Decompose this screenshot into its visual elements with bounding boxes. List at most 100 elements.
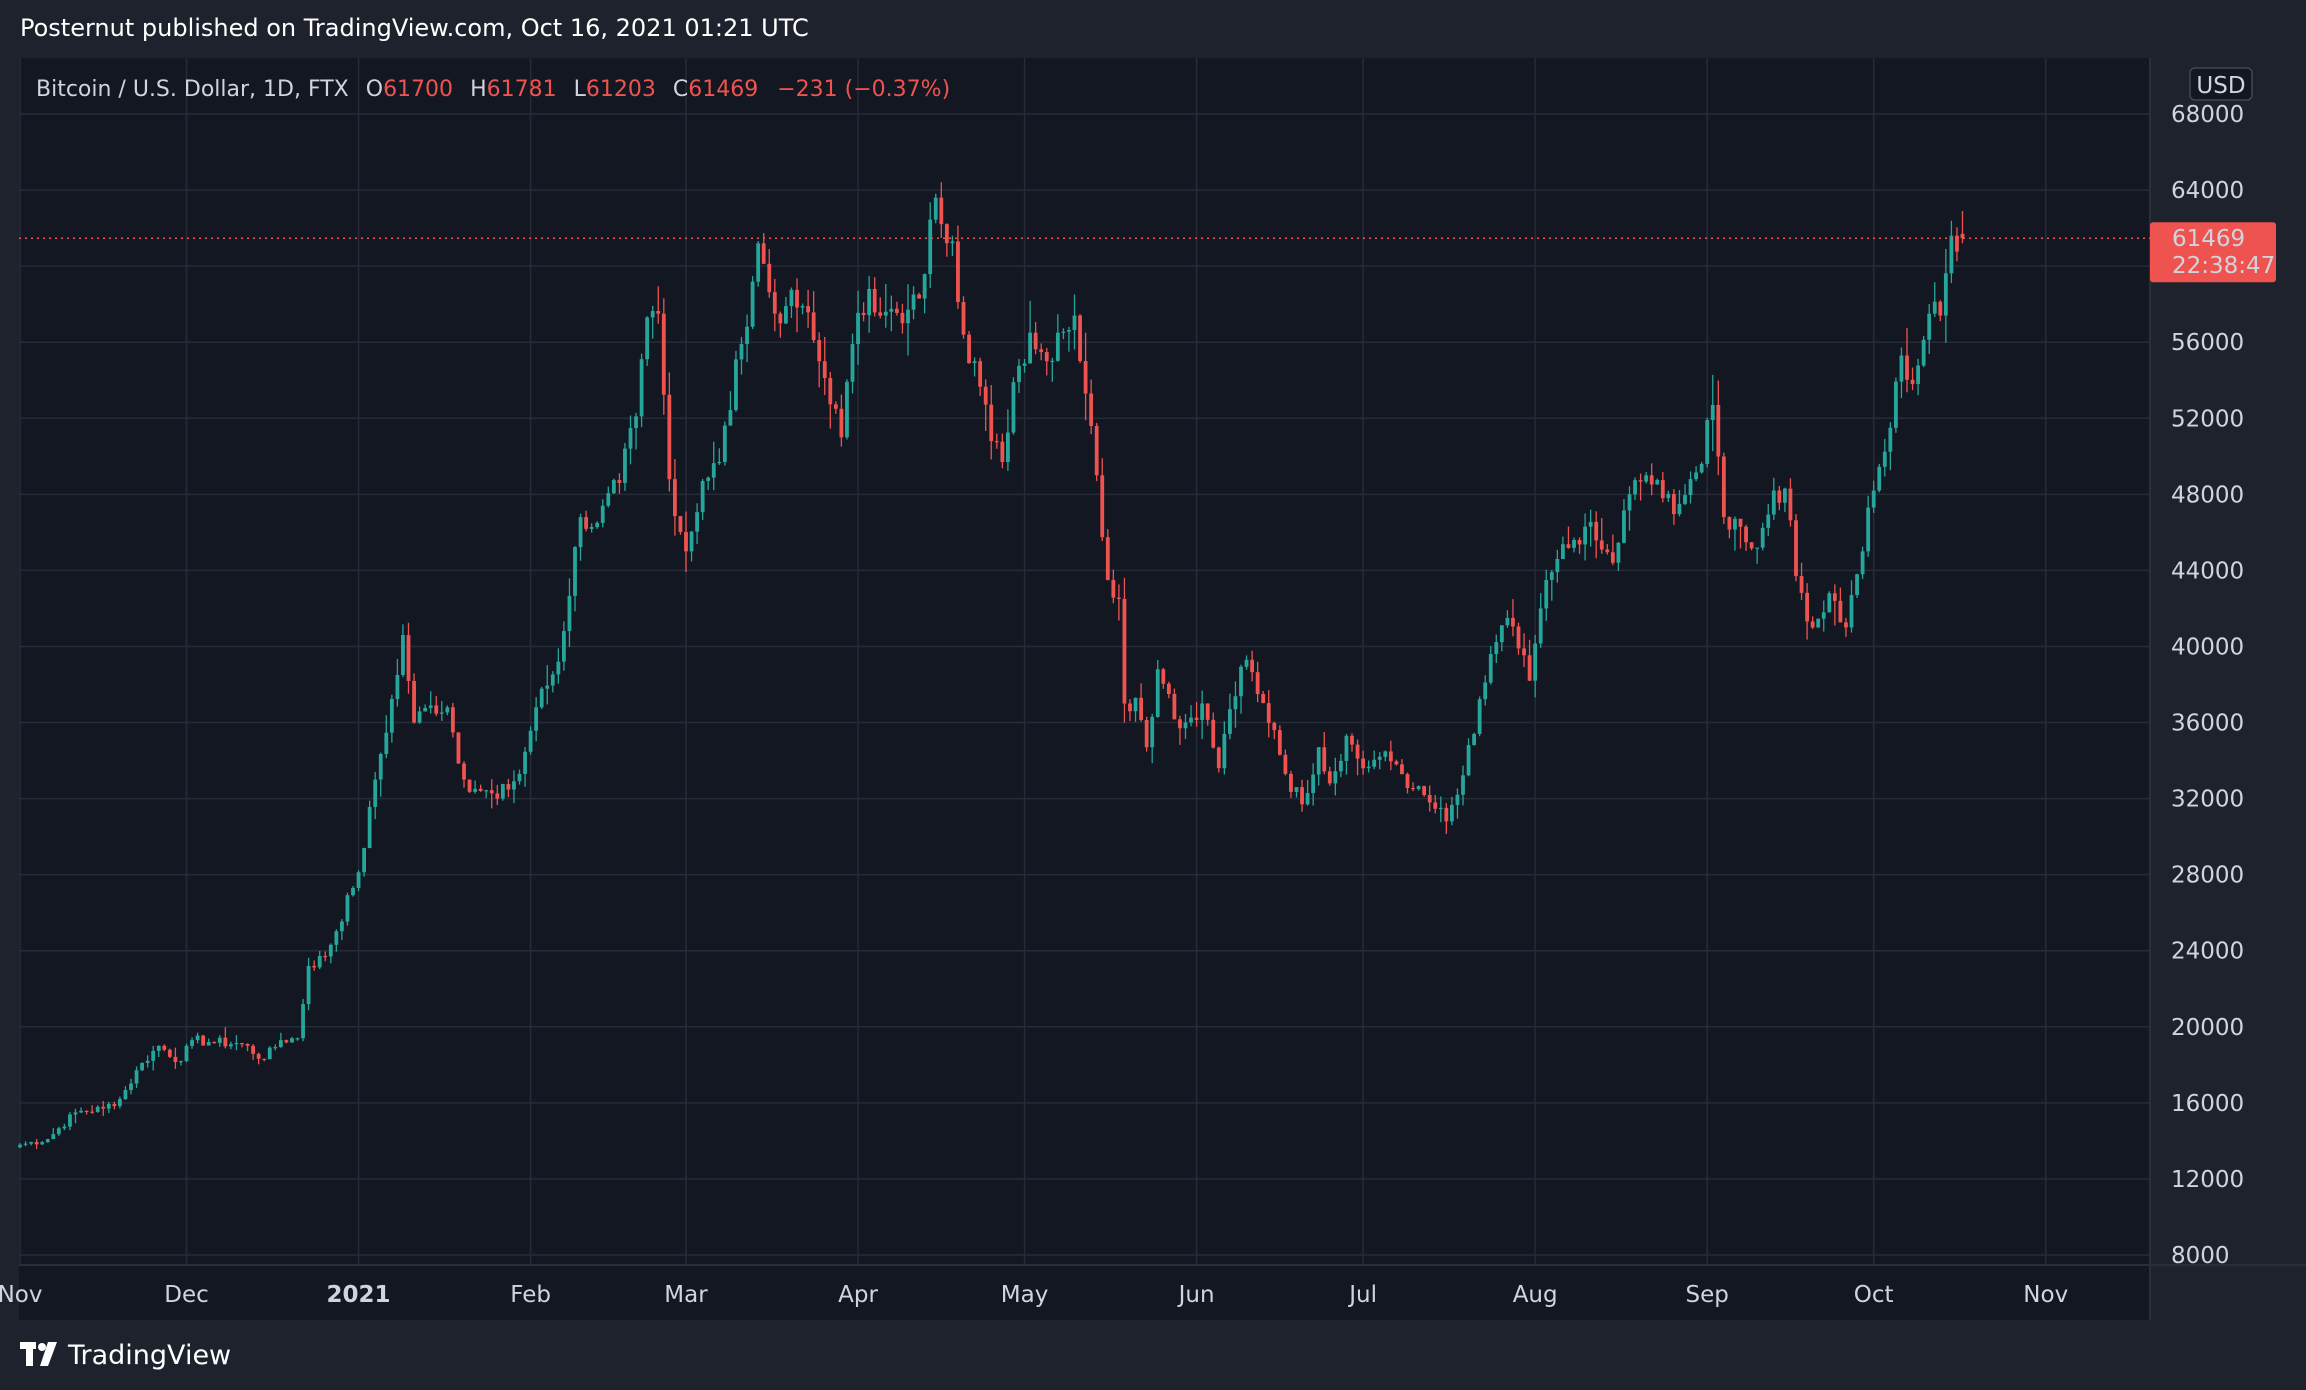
candle-body (489, 790, 494, 794)
candle-body (1250, 659, 1254, 673)
last-price-countdown: 22:38:47 (2172, 253, 2275, 279)
x-tick-label: Nov (0, 1282, 42, 1308)
candle-body (1672, 494, 1676, 515)
candle-body (734, 359, 738, 411)
candle-body (1472, 733, 1476, 746)
candle-body (684, 531, 688, 552)
candle-body (1383, 751, 1388, 757)
price-axis[interactable]: 6800064000600005600052000480004400040000… (2171, 102, 2244, 1269)
candle-body (678, 516, 683, 532)
y-tick-label: 36000 (2171, 711, 2244, 737)
candle-body (1938, 301, 1943, 316)
legend-symbol: Bitcoin / U.S. Dollar, 1D, FTX (36, 77, 349, 102)
candle-body (140, 1062, 144, 1071)
candle-body (628, 428, 633, 449)
candle-body (1400, 764, 1404, 775)
candle-body (806, 306, 810, 313)
candle-body (1516, 626, 1521, 649)
candle-body (301, 1004, 305, 1039)
candle-body (1461, 775, 1465, 795)
candle-body (795, 289, 799, 308)
candle-body (1433, 802, 1438, 809)
candle-body (295, 1038, 300, 1040)
candle-body (1921, 339, 1926, 366)
candle-body (334, 931, 339, 945)
y-tick-label: 32000 (2171, 787, 2244, 813)
candle-body (151, 1050, 156, 1061)
candle-body (1189, 717, 1193, 723)
x-tick-label: May (1001, 1282, 1049, 1308)
candle-body (728, 410, 733, 426)
legend-low-value: 61203 (586, 77, 656, 102)
candle-body (345, 895, 350, 922)
chart-legend: Bitcoin / U.S. Dollar, 1D, FTX O61700 H6… (36, 77, 950, 102)
usd-button[interactable]: USD (2189, 67, 2253, 101)
candle-body (1832, 593, 1837, 601)
candle-body (1094, 425, 1099, 476)
candle-body (484, 790, 489, 792)
x-tick-label: Sep (1686, 1282, 1729, 1308)
candle-body (351, 887, 355, 896)
candle-body (872, 288, 877, 313)
candle-body (545, 685, 550, 689)
candle-body (1721, 456, 1726, 518)
published-line: Posternut published on TradingView.com, … (20, 14, 809, 42)
candle-body (1333, 771, 1338, 784)
candle-body (18, 1144, 22, 1148)
candle-body (1549, 572, 1554, 580)
candle-body (1128, 703, 1132, 712)
candle-body (1067, 330, 1071, 332)
candle-body (506, 784, 511, 790)
candle-body (1144, 719, 1149, 748)
candle-body (850, 344, 855, 382)
candle-body (1117, 597, 1121, 599)
y-tick-label: 16000 (2171, 1091, 2244, 1117)
candle-body (978, 361, 983, 387)
candle-body (223, 1037, 228, 1047)
candle-body (84, 1110, 89, 1113)
candle-body (1644, 475, 1649, 482)
candle-body (711, 463, 716, 478)
candle-body (534, 707, 539, 731)
candle-body (356, 872, 361, 888)
x-tick-label: 2021 (327, 1282, 391, 1308)
candle-body (1655, 480, 1660, 485)
candle-body (323, 955, 328, 958)
candle-body (1089, 393, 1094, 426)
tradingview-brand[interactable]: TradingView (20, 1338, 231, 1372)
candle-body (895, 308, 899, 313)
candle-body (195, 1035, 200, 1041)
candle-body (1211, 719, 1216, 748)
candle-body (1405, 774, 1410, 788)
candle-body (556, 661, 561, 675)
candle-body (434, 705, 439, 714)
candle-body (129, 1083, 133, 1091)
candle-body (1960, 233, 1965, 239)
candle-body (1561, 544, 1565, 559)
candle-body (639, 359, 644, 417)
candle-body (1522, 648, 1526, 656)
candle-body (706, 477, 711, 482)
candle-body (1006, 432, 1010, 463)
candle-body (922, 274, 927, 299)
candle-body (456, 732, 461, 764)
candle-body (617, 480, 622, 483)
time-axis[interactable]: Nov Dec 2021 Feb Mar Apr May Jun Jul Aug Sep Oct Nov (0, 1282, 2068, 1308)
usd-button-label: USD (2196, 73, 2245, 99)
candle-body (1239, 666, 1243, 697)
candle-body (1733, 518, 1737, 530)
candle-body (1871, 490, 1876, 508)
candle-body (1194, 717, 1199, 720)
candle-body (567, 595, 572, 632)
candle-body (822, 361, 827, 379)
candle-body (495, 793, 500, 799)
candle-body (778, 313, 783, 324)
candle-body (1311, 774, 1316, 794)
candle-body (1139, 697, 1143, 720)
candle-body (101, 1106, 106, 1109)
candle-body (1183, 722, 1188, 729)
candle-body (1044, 352, 1049, 362)
candle-body (1000, 441, 1005, 463)
y-tick-label: 64000 (2171, 178, 2244, 204)
